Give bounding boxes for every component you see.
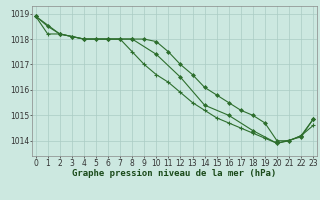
X-axis label: Graphe pression niveau de la mer (hPa): Graphe pression niveau de la mer (hPa) xyxy=(72,169,276,178)
